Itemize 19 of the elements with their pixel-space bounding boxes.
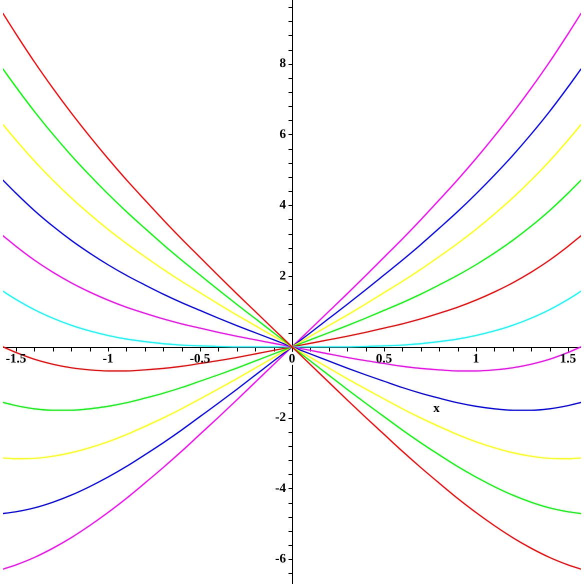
y-tick-label: -2 xyxy=(275,409,286,424)
y-tick-label: -4 xyxy=(275,480,286,495)
line-series xyxy=(3,12,581,570)
line-series xyxy=(3,290,581,348)
x-tick-label: -1 xyxy=(102,350,114,366)
y-tick-label: -6 xyxy=(275,550,286,566)
x-tick-label: 1.5 xyxy=(560,350,577,366)
x-tick-label: -0.5 xyxy=(190,350,211,366)
line-series xyxy=(3,68,581,514)
y-tick-label: 8 xyxy=(280,55,286,70)
line-series xyxy=(3,124,581,460)
x-tick-label: 0.5 xyxy=(376,350,393,366)
y-tick-label: 4 xyxy=(280,196,286,212)
y-tick-label: 6 xyxy=(280,126,286,141)
x-tick-label: 0 xyxy=(288,350,296,366)
x-tick-label: -1.5 xyxy=(6,350,27,366)
x-axis-title: x xyxy=(433,400,440,416)
x-tick-label: 1 xyxy=(472,350,480,366)
y-tick-label: 2 xyxy=(280,267,286,282)
